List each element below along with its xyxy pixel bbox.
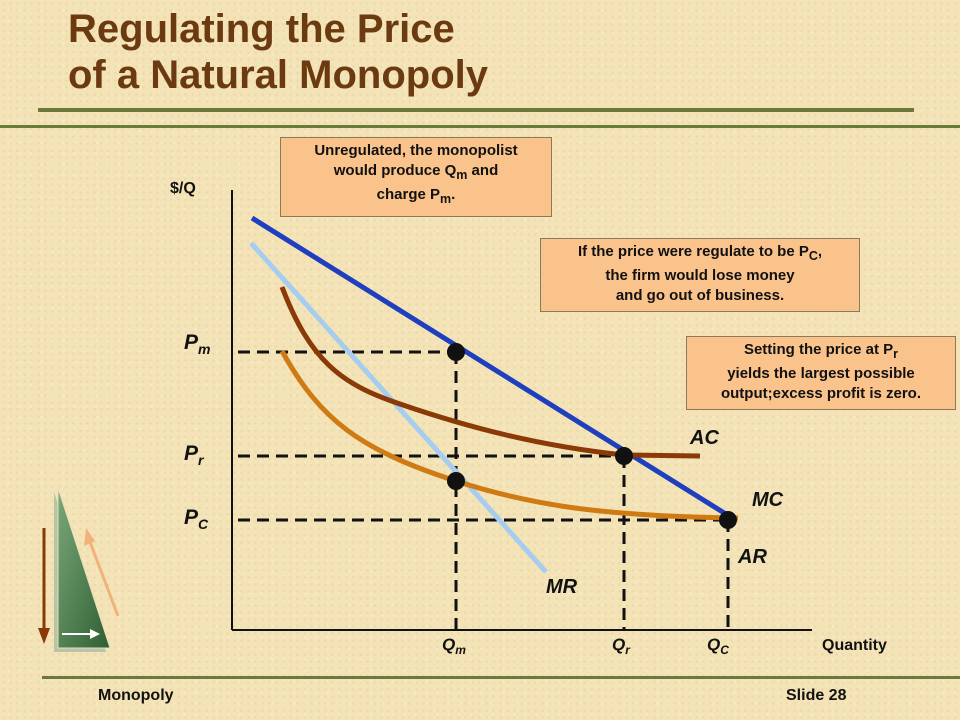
slide-title: Regulating the Price of a Natural Monopo… (68, 6, 488, 98)
title-line-2: of a Natural Monopoly (68, 53, 488, 97)
y-axis-label: $/Q (170, 180, 196, 197)
label-pc: PC (184, 506, 209, 532)
up-arrow-shaft (88, 541, 120, 617)
callout-setting-pr-sub-r: r (893, 347, 899, 361)
title-rule (38, 108, 914, 112)
label-ac: AC (689, 427, 719, 449)
label-qm: Qm (442, 635, 466, 657)
ac-curve (279, 286, 701, 459)
callout-regulate-pc-line-1: If the price were regulate to be P (577, 243, 809, 260)
footer-rule (42, 676, 960, 679)
triangle-shape (57, 487, 111, 649)
label-pr: Pr (184, 442, 205, 468)
down-arrow-head (38, 628, 50, 644)
callout-setting-pr-line-2: yields the largest possible (727, 365, 915, 382)
callout-unregulated-sub-m2: m (440, 192, 452, 206)
title-line-1: Regulating the Price (68, 7, 455, 51)
label-mr: MR (546, 576, 578, 598)
callout-regulate-pc-comma: , (817, 243, 823, 260)
callout-unregulated-sub-m: m (456, 168, 468, 182)
footer-right: Slide 28 (786, 687, 847, 704)
point-pc-qc (719, 511, 737, 529)
footer-left: Monopoly (98, 687, 174, 704)
ar-curve (250, 215, 731, 519)
point-pr-qr (615, 447, 633, 465)
x-axis-label: Quantity (822, 637, 887, 654)
callout-regulate-pc-line-2: the firm would lose money (605, 267, 795, 284)
callout-unregulated-line-1: Unregulated, the monopolist (314, 142, 518, 159)
callout-setting-pr: Setting the price at Pr yields the large… (686, 336, 956, 410)
callout-regulate-pc-sub-c: C (808, 249, 818, 263)
label-ar: AR (737, 546, 767, 568)
callout-unregulated-line-3: charge P (376, 186, 441, 203)
callout-regulate-pc-line-3: and go out of business. (615, 287, 785, 304)
callout-unregulated: Unregulated, the monopolist would produc… (280, 137, 552, 217)
callout-unregulated-line-2: would produce Q (333, 162, 457, 179)
point-mc-equals-mr (447, 472, 465, 490)
point-pm-qm (447, 343, 465, 361)
callout-unregulated-period: . (451, 186, 456, 203)
header-rule (0, 125, 960, 128)
label-qc: QC (707, 635, 729, 657)
callout-setting-pr-line-1: Setting the price at P (743, 341, 894, 358)
label-qr: Qr (612, 635, 631, 657)
callout-unregulated-and: and (467, 162, 499, 179)
callout-regulate-pc: If the price were regulate to be PC, the… (540, 238, 860, 312)
callout-setting-pr-line-3: output;excess profit is zero. (720, 385, 922, 402)
up-arrow-head (84, 528, 95, 546)
mr-curve (249, 241, 548, 574)
label-mc: MC (752, 489, 784, 511)
decorative-triangle-icon (38, 487, 120, 652)
right-arrow-head (90, 629, 100, 639)
label-pm: Pm (184, 331, 210, 357)
